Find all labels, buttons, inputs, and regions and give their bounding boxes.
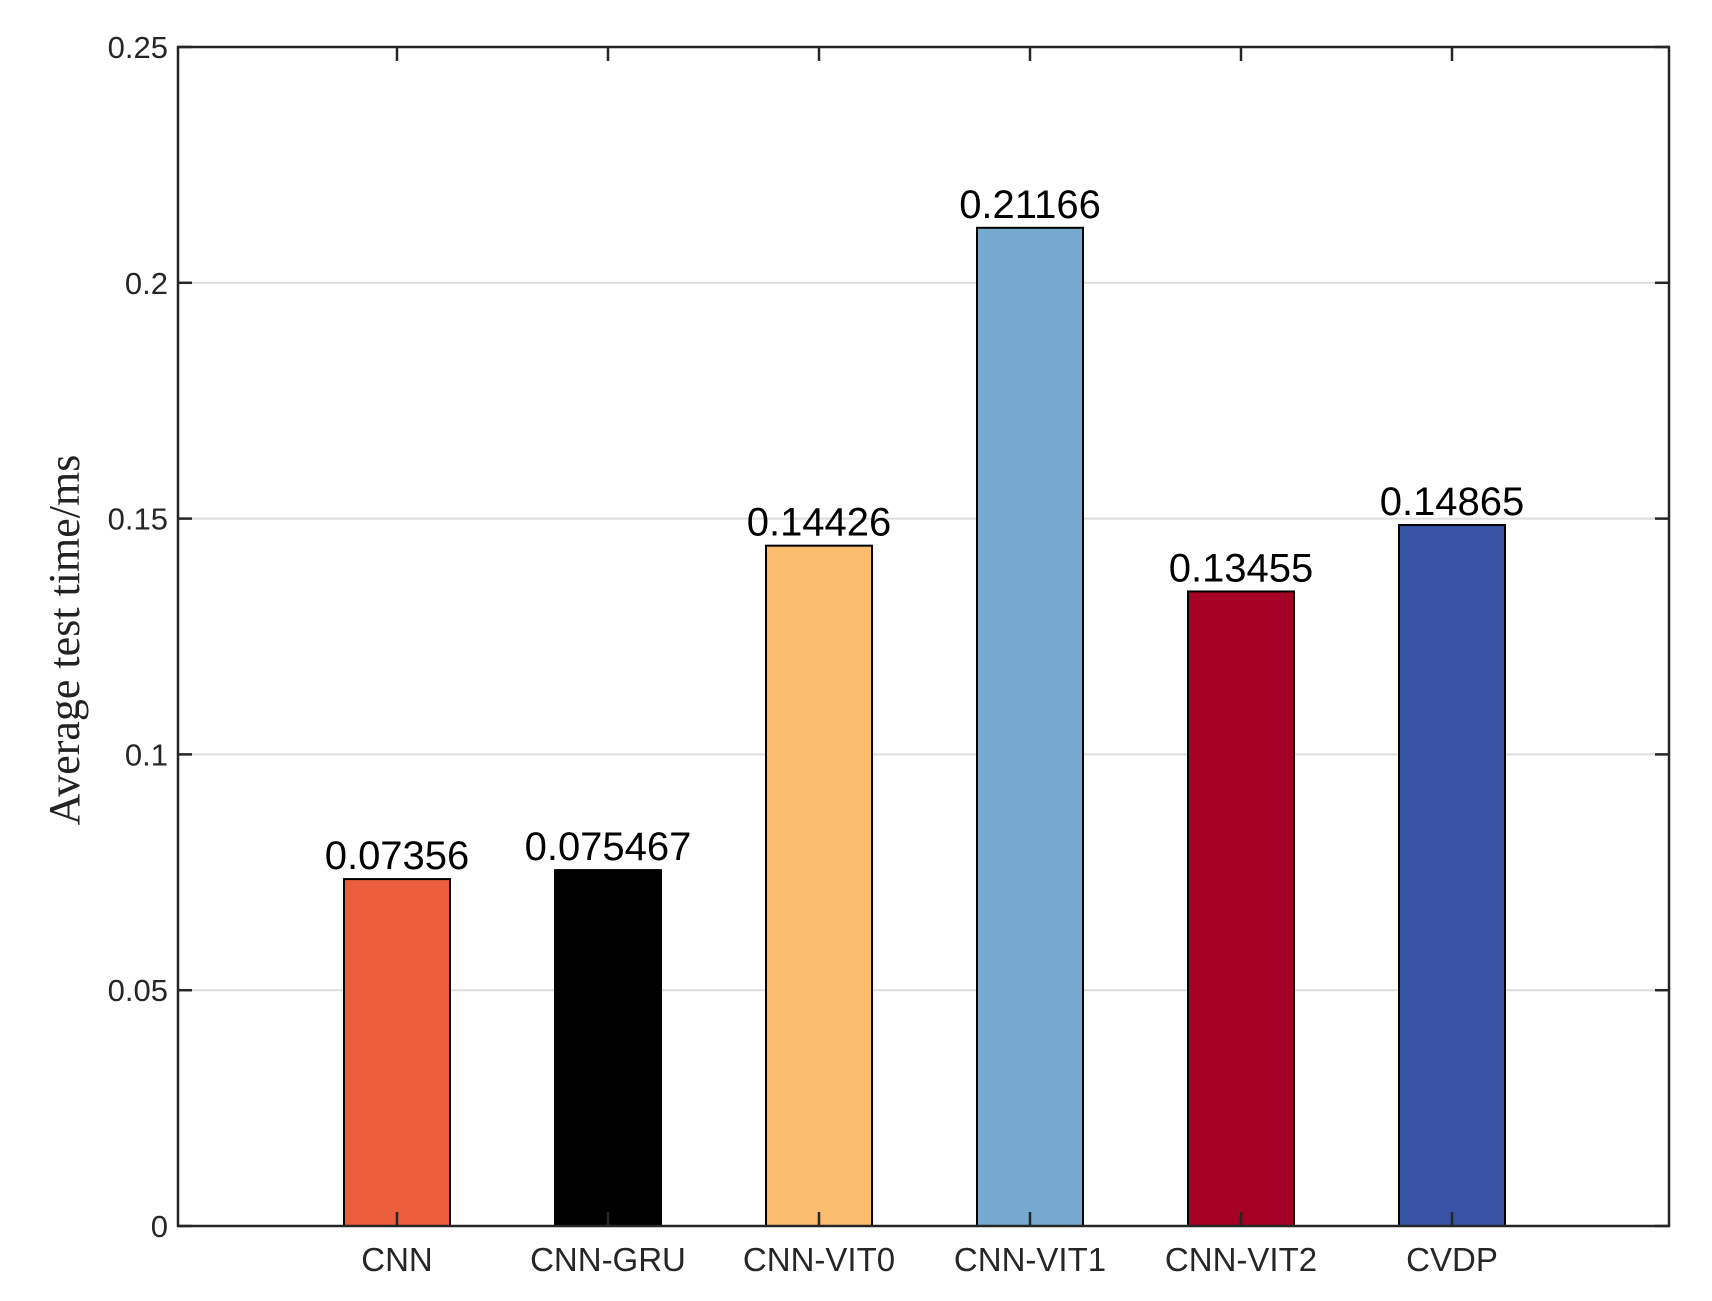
bar-cnn [343, 878, 451, 1228]
x-tick-label: CNN-VIT1 [954, 1241, 1106, 1278]
axes-box [176, 45, 1671, 1228]
bars [343, 226, 1506, 1228]
data-label: 0.14426 [747, 501, 892, 545]
x-tick-label: CNN-VIT2 [1165, 1241, 1317, 1278]
x-tick-label: CNN [361, 1241, 433, 1278]
bar-cnn-vit1 [976, 226, 1084, 1227]
y-tick-label: 0 [151, 1209, 168, 1244]
data-label: 0.13455 [1169, 546, 1314, 590]
y-tick-label: 0.15 [108, 502, 168, 537]
data-label: 0.07356 [325, 834, 470, 878]
y-tick-label: 0.25 [108, 30, 168, 65]
data-label: 0.075467 [525, 825, 692, 869]
bar-cnn-vit2 [1187, 590, 1295, 1227]
y-tick-label: 0.05 [108, 973, 168, 1008]
labels: 0.07356 0.075467 0.14426 0.21166 0.13455 0.14… [108, 30, 1525, 1278]
axes [176, 45, 1671, 1228]
bar-cnn-vit0 [765, 544, 873, 1227]
data-label: 0.21166 [959, 183, 1101, 227]
bar-cvdp [1398, 523, 1506, 1227]
data-label: 0.14865 [1380, 480, 1525, 524]
x-tick-label: CNN-GRU [530, 1241, 686, 1278]
bar-cnn-gru [554, 869, 662, 1228]
y-axis-title: Average test time/ms [40, 455, 89, 826]
x-tick-label: CNN-VIT0 [743, 1241, 895, 1278]
y-tick-label: 0.2 [125, 266, 168, 301]
y-tick-label: 0.1 [125, 737, 168, 772]
x-tick-label: CVDP [1406, 1241, 1498, 1278]
